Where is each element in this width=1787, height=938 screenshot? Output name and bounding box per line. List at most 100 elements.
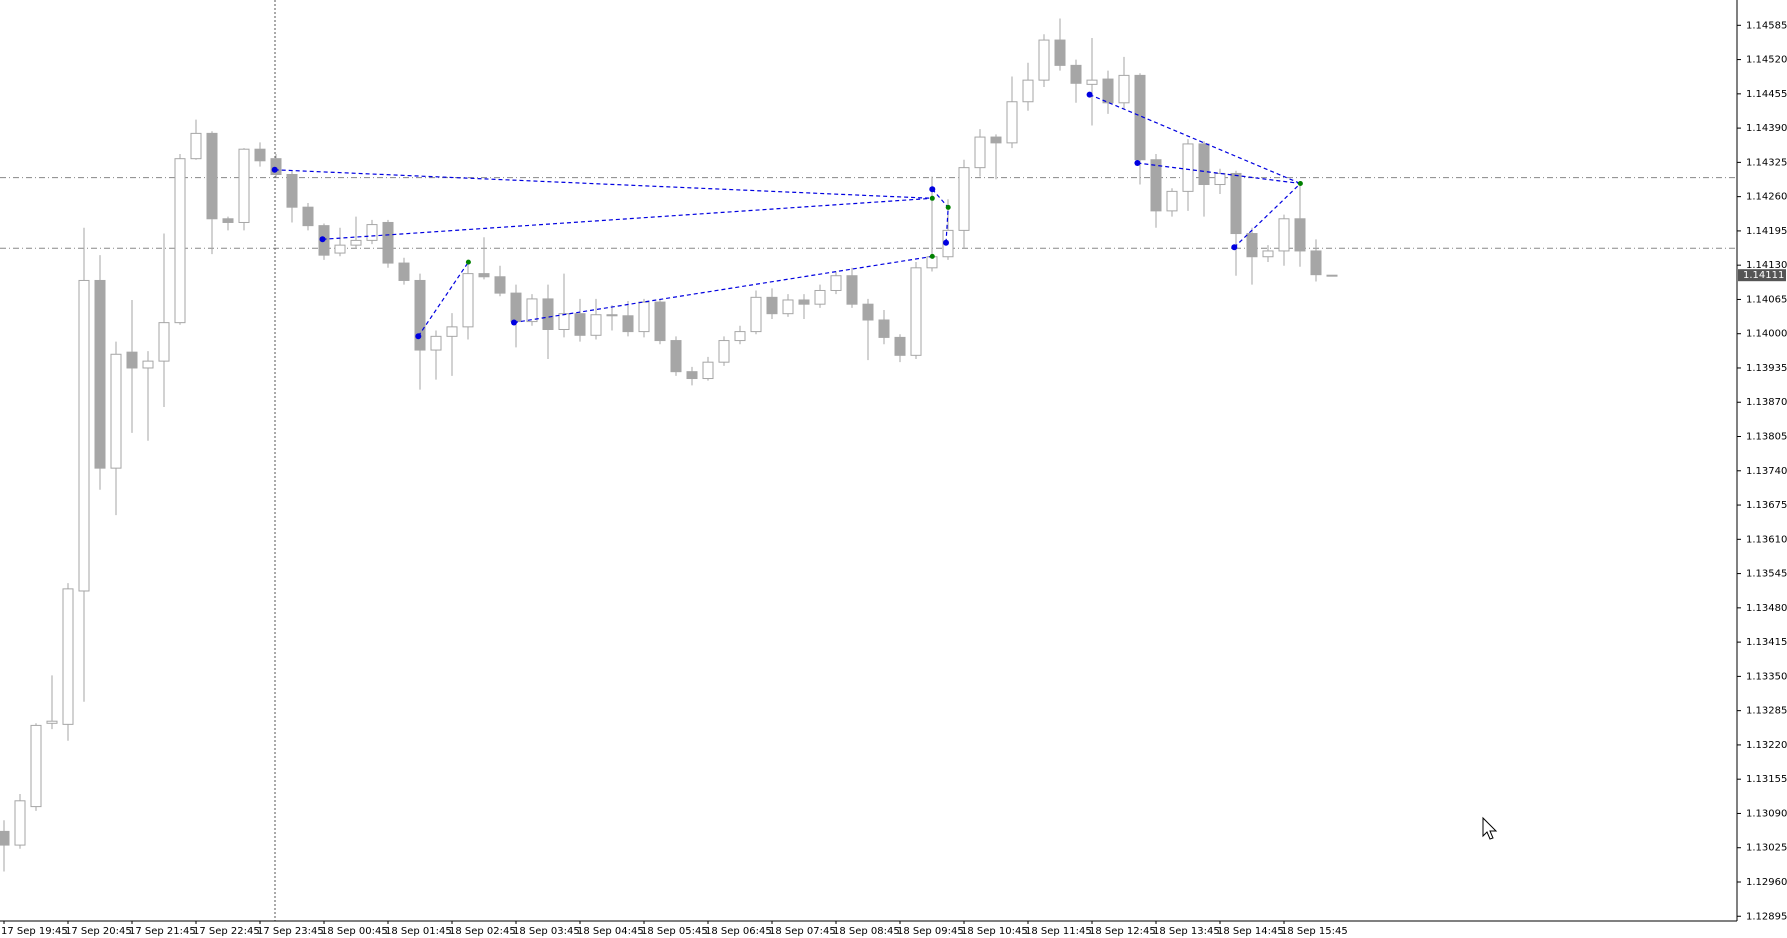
y-tick-label: 1.13155 xyxy=(1746,774,1787,785)
trade-markers xyxy=(271,91,1238,340)
candle-body xyxy=(222,218,234,223)
x-tick-label: 18 Sep 00:45 xyxy=(321,926,388,937)
candle-body xyxy=(1182,143,1194,192)
x-tick-label: 17 Sep 19:45 xyxy=(1,926,68,937)
candle-body xyxy=(1070,64,1082,84)
x-tick-label: 18 Sep 10:45 xyxy=(961,926,1028,937)
y-tick-label: 1.13870 xyxy=(1746,397,1787,408)
candle-body xyxy=(110,353,122,469)
trade-line xyxy=(322,197,933,240)
x-tick-label: 18 Sep 14:45 xyxy=(1217,926,1284,937)
x-tick-label: 18 Sep 01:45 xyxy=(385,926,452,937)
y-tick-label: 1.14585 xyxy=(1746,20,1787,31)
candle-body xyxy=(46,720,58,724)
y-tick-label: 1.14260 xyxy=(1746,192,1787,203)
current-price-label: 1.14111 xyxy=(1743,270,1784,281)
candle-body xyxy=(1262,250,1274,258)
candle-body xyxy=(542,298,554,330)
current-price-tag xyxy=(1738,269,1786,282)
candle-body xyxy=(414,279,426,351)
candle-body xyxy=(430,335,442,351)
candle-body xyxy=(590,314,602,336)
candle-body xyxy=(334,244,346,254)
x-tick-label: 18 Sep 06:45 xyxy=(705,926,772,937)
x-tick-label: 18 Sep 11:45 xyxy=(1025,926,1092,937)
y-tick-label: 1.13285 xyxy=(1746,706,1787,717)
y-tick-label: 1.13350 xyxy=(1746,671,1787,682)
candle-body xyxy=(1198,143,1210,186)
candle-body xyxy=(846,275,858,305)
y-tick-label: 1.13415 xyxy=(1746,637,1787,648)
y-tick-label: 1.13480 xyxy=(1746,603,1787,614)
candle-body xyxy=(638,301,650,333)
trade-line xyxy=(417,261,469,337)
candle-body xyxy=(350,239,362,246)
candle-body xyxy=(622,315,634,333)
candle-body xyxy=(1118,74,1130,104)
x-tick-label: 18 Sep 03:45 xyxy=(513,926,580,937)
x-tick-label: 18 Sep 07:45 xyxy=(769,926,836,937)
x-tick-label: 18 Sep 02:45 xyxy=(449,926,516,937)
candle-body xyxy=(1326,274,1338,277)
trade-line xyxy=(1137,162,1301,185)
y-tick-label: 1.14325 xyxy=(1746,157,1787,168)
candle-body xyxy=(206,132,218,220)
candle-body xyxy=(702,361,714,380)
candle-body xyxy=(14,800,26,846)
candle-body xyxy=(574,313,586,336)
candle-body xyxy=(254,148,266,162)
candle-body xyxy=(1278,218,1290,252)
candle-body xyxy=(654,301,666,342)
candle-body xyxy=(1006,101,1018,144)
candle-body xyxy=(830,275,842,291)
candle-body xyxy=(30,724,42,808)
y-tick-label: 1.13090 xyxy=(1746,808,1787,819)
y-tick-label: 1.13025 xyxy=(1746,843,1787,854)
x-tick-label: 17 Sep 21:45 xyxy=(129,926,196,937)
trade-line xyxy=(1233,183,1301,248)
candle-body xyxy=(174,158,186,324)
y-tick-label: 1.14455 xyxy=(1746,89,1787,100)
candle-body xyxy=(958,167,970,231)
y-tick-label: 1.13740 xyxy=(1746,466,1787,477)
candle-body xyxy=(478,273,490,278)
candle-body xyxy=(606,314,618,317)
candle-body xyxy=(510,292,522,323)
y-tick-label: 1.13935 xyxy=(1746,363,1787,374)
candle-body xyxy=(862,303,874,321)
candle-body xyxy=(670,340,682,373)
y-tick-label: 1.14130 xyxy=(1746,260,1787,271)
x-tick-label: 17 Sep 20:45 xyxy=(65,926,132,937)
candle-body xyxy=(158,322,170,362)
x-tick-label: 18 Sep 08:45 xyxy=(833,926,900,937)
y-tick-label: 1.13675 xyxy=(1746,500,1787,511)
y-tick-label: 1.14520 xyxy=(1746,55,1787,66)
candle-body xyxy=(78,279,90,592)
y-tick-label: 1.13220 xyxy=(1746,740,1787,751)
candle-body xyxy=(494,276,506,294)
candle-body xyxy=(270,158,282,175)
candle-body xyxy=(382,221,394,264)
candle-body xyxy=(1102,78,1114,104)
y-tick-label: 1.12895 xyxy=(1746,911,1787,922)
candle-body xyxy=(558,313,570,330)
x-tick-label: 18 Sep 15:45 xyxy=(1281,926,1348,937)
candle-body xyxy=(302,206,314,227)
trade-close-markers xyxy=(465,181,1303,265)
candle-body xyxy=(142,360,154,369)
candle-body xyxy=(734,331,746,342)
candle-body xyxy=(750,296,762,333)
y-tick-label: 1.14195 xyxy=(1746,226,1787,237)
y-tick-label: 1.13805 xyxy=(1746,432,1787,443)
y-tick-label: 1.12960 xyxy=(1746,877,1787,888)
candle-body xyxy=(878,319,890,338)
candle-body xyxy=(1246,233,1258,258)
candle-body xyxy=(446,326,458,337)
y-tick-label: 1.14000 xyxy=(1746,329,1787,340)
mouse-cursor xyxy=(1482,816,1498,840)
y-tick-label: 1.14065 xyxy=(1746,294,1787,305)
candle-body xyxy=(126,351,138,369)
candle-body xyxy=(766,296,778,315)
